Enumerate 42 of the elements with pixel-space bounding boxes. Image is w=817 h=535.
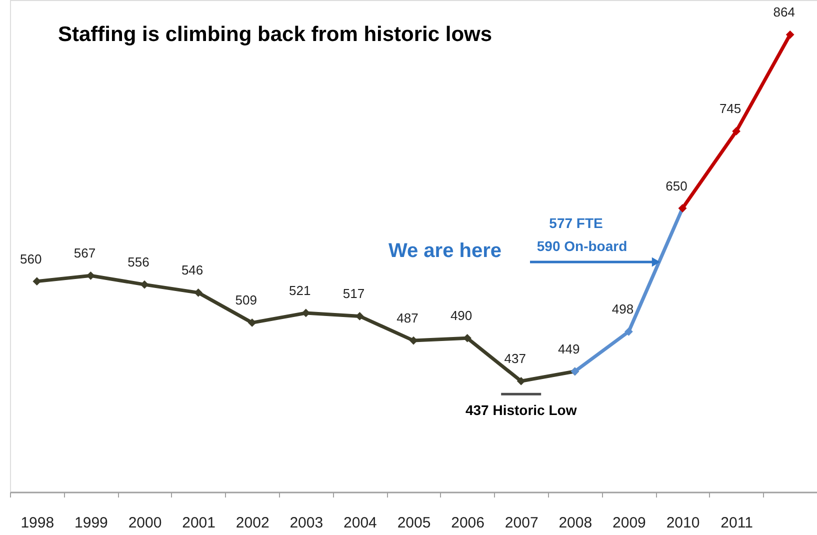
annotation: 590 On-board <box>536 238 628 254</box>
x-tick-label: 2010 <box>666 514 700 532</box>
data-label: 490 <box>450 308 472 324</box>
data-label: 560 <box>20 251 42 266</box>
data-label: 556 <box>128 254 150 270</box>
x-tick-label: 2011 <box>720 514 753 532</box>
data-label: 449 <box>558 341 580 356</box>
point <box>86 271 95 280</box>
x-tick-label: 1999 <box>74 514 108 532</box>
point <box>732 127 740 136</box>
x-tick-label: 1998 <box>20 514 54 532</box>
chart-title: Staffing is climbing back from historic lows <box>58 23 492 46</box>
point <box>516 376 526 386</box>
point <box>356 312 364 320</box>
data-label: 437 <box>504 351 526 366</box>
x-tick-label: 2007 <box>504 514 538 532</box>
x-tick-label: 2000 <box>128 514 162 532</box>
annotation: 577 FTE <box>549 215 603 231</box>
point <box>194 288 202 297</box>
x-tick-label: 2003 <box>290 514 324 532</box>
x-tick-label: 2006 <box>451 514 484 532</box>
data-label: 487 <box>396 310 418 326</box>
x-tick-label: 2009 <box>612 514 646 532</box>
x-tick-label: 2002 <box>236 514 270 532</box>
data-label: 521 <box>289 282 311 298</box>
data-label: 864 <box>773 4 795 20</box>
data-label: 745 <box>719 101 742 116</box>
point <box>248 318 256 327</box>
data-label: 498 <box>612 302 634 317</box>
data-label: 517 <box>342 286 365 302</box>
annotation: 437 Historic Low <box>465 402 577 418</box>
data-label: 509 <box>235 292 257 308</box>
x-tick-label: 2005 <box>397 514 431 532</box>
data-label: 567 <box>74 246 96 261</box>
x-tick-label: 2004 <box>344 514 377 532</box>
x-tick-label: 2008 <box>558 514 592 532</box>
point <box>786 30 794 39</box>
x-tick-label: 2001 <box>182 514 216 532</box>
annotation: We are here <box>388 240 502 262</box>
point <box>624 327 633 336</box>
data-label: 546 <box>181 262 204 278</box>
data-label: 650 <box>666 178 688 194</box>
